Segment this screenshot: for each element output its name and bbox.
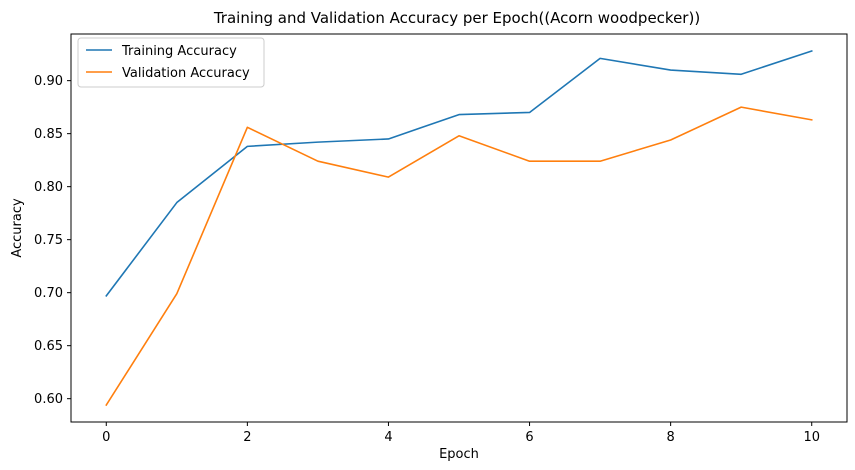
legend-label-validation: Validation Accuracy [122, 66, 250, 81]
y-tick-label: 0.80 [34, 180, 63, 195]
x-tick-label: 6 [525, 430, 533, 445]
y-axis-ticks: 0.60 0.65 0.70 0.75 0.80 0.85 0.90 [34, 74, 71, 407]
x-tick-label: 4 [384, 430, 392, 445]
y-tick-label: 0.65 [34, 339, 63, 354]
x-tick-label: 10 [803, 430, 820, 445]
x-tick-label: 2 [243, 430, 251, 445]
chart-title: Training and Validation Accuracy per Epo… [213, 9, 700, 27]
series-layer [105, 49, 813, 407]
x-axis-ticks: 0 2 4 6 8 10 [102, 422, 820, 445]
y-axis-label: Accuracy [10, 198, 25, 258]
y-tick-label: 0.85 [34, 127, 63, 142]
x-axis-label: Epoch [439, 447, 479, 462]
plot-frame [70, 33, 848, 423]
legend: Training Accuracy Validation Accuracy [77, 37, 265, 88]
y-tick-label: 0.60 [34, 392, 63, 407]
plot-area: 0 2 4 6 8 10 0.60 0.65 0.70 0.75 0.80 0.85 0.90 [34, 33, 848, 445]
y-tick-label: 0.75 [34, 233, 63, 248]
x-tick-label: 0 [102, 430, 110, 445]
y-tick-label: 0.70 [34, 286, 63, 301]
legend-box [77, 37, 265, 88]
y-tick-label: 0.90 [34, 74, 63, 89]
legend-label-training: Training Accuracy [121, 44, 237, 59]
x-tick-label: 8 [666, 430, 674, 445]
